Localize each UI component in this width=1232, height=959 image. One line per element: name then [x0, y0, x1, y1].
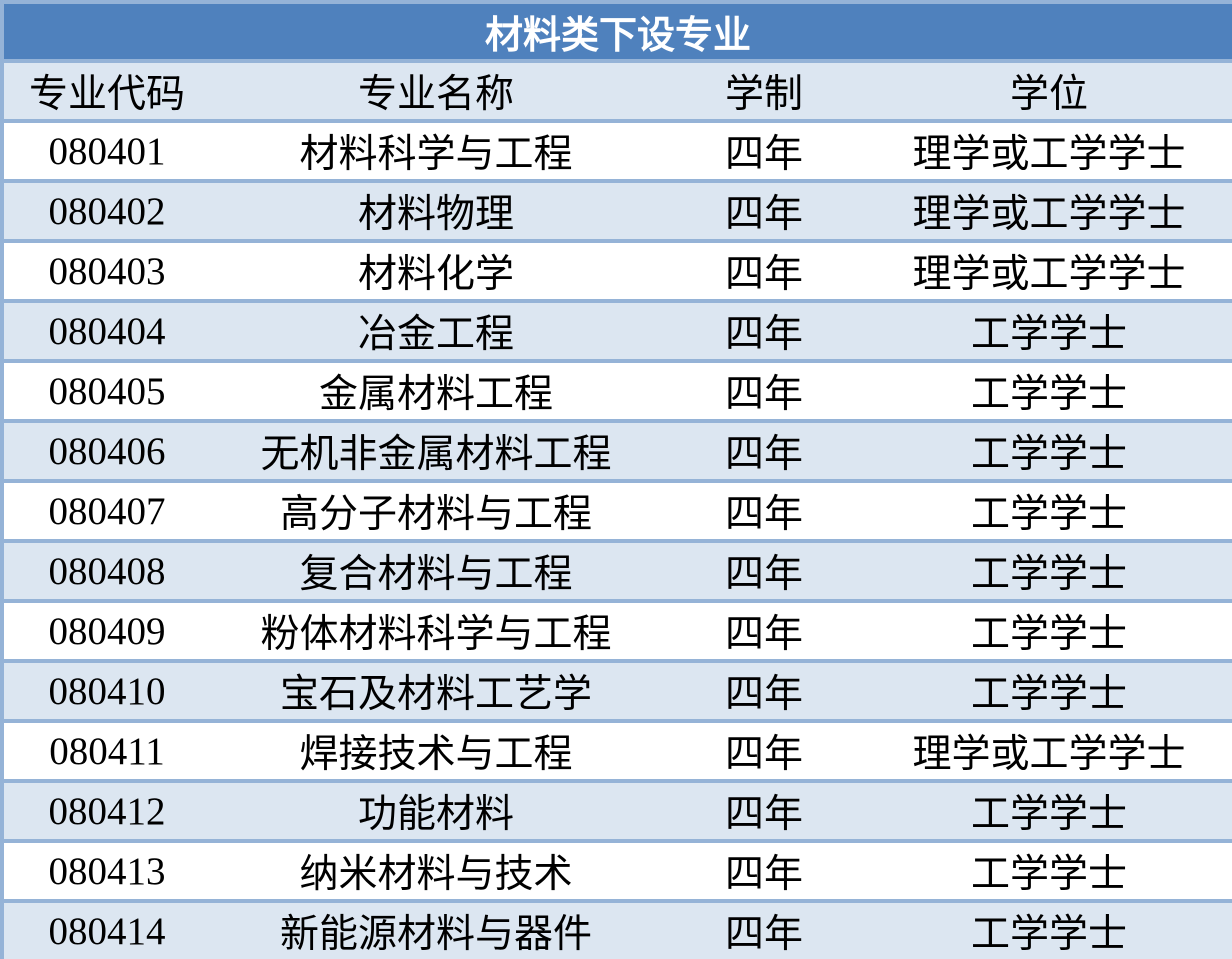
header-degree: 学位 [1009, 73, 1088, 116]
degree: 工学学士 [970, 493, 1127, 536]
table-row: 080405 金属材料工程 四年 工学学士 [4, 363, 1232, 419]
major-name: 高分子材料与工程 [279, 493, 592, 536]
major-code: 080407 [48, 489, 166, 533]
table-row: 080410 宝石及材料工艺学 四年 工学学士 [4, 663, 1232, 719]
table-row: 080407 高分子材料与工程 四年 工学学士 [4, 483, 1232, 539]
major-name: 材料科学与工程 [299, 133, 573, 176]
major-code: 080411 [49, 729, 165, 773]
duration: 四年 [724, 613, 803, 656]
major-name: 功能材料 [357, 793, 514, 836]
degree: 工学学士 [970, 313, 1127, 356]
major-name: 复合材料与工程 [299, 553, 573, 596]
degree: 工学学士 [970, 793, 1127, 836]
major-name: 金属材料工程 [318, 373, 553, 416]
table-title: 材料类下设专业 [4, 4, 1232, 59]
table-row: 080403 材料化学 四年 理学或工学学士 [4, 243, 1232, 299]
major-code: 080410 [48, 669, 166, 713]
duration: 四年 [724, 733, 803, 776]
major-name: 焊接技术与工程 [299, 733, 573, 776]
duration: 四年 [724, 193, 803, 236]
duration: 四年 [724, 433, 803, 476]
header-name: 专业名称 [357, 73, 514, 116]
major-code: 080412 [48, 789, 166, 833]
major-name: 纳米材料与技术 [299, 853, 573, 896]
major-name: 粉体材料科学与工程 [260, 613, 612, 656]
major-code: 080406 [48, 429, 166, 473]
header-code: 专业代码 [28, 73, 185, 116]
duration: 四年 [724, 253, 803, 296]
degree: 理学或工学学士 [912, 193, 1186, 236]
table-row: 080412 功能材料 四年 工学学士 [4, 783, 1232, 839]
major-code: 080405 [48, 369, 166, 413]
degree: 理学或工学学士 [912, 133, 1186, 176]
degree: 工学学士 [970, 373, 1127, 416]
major-code: 080409 [48, 609, 166, 653]
degree: 工学学士 [970, 553, 1127, 596]
header-row: 专业代码 专业名称 学制 学位 [4, 63, 1232, 119]
major-code: 080403 [48, 249, 166, 293]
table-row: 080404 冶金工程 四年 工学学士 [4, 303, 1232, 359]
degree: 工学学士 [970, 433, 1127, 476]
major-name: 材料物理 [357, 193, 514, 236]
duration: 四年 [724, 853, 803, 896]
table-row: 080401 材料科学与工程 四年 理学或工学学士 [4, 123, 1232, 179]
major-name: 宝石及材料工艺学 [279, 673, 592, 716]
duration: 四年 [724, 133, 803, 176]
duration: 四年 [724, 313, 803, 356]
major-code: 080401 [48, 129, 166, 173]
degree: 理学或工学学士 [912, 253, 1186, 296]
degree: 工学学士 [970, 853, 1127, 896]
major-code: 080413 [48, 849, 166, 893]
table-row: 080413 纳米材料与技术 四年 工学学士 [4, 843, 1232, 899]
duration: 四年 [724, 373, 803, 416]
duration: 四年 [724, 793, 803, 836]
major-code: 080402 [48, 189, 166, 233]
duration: 四年 [724, 913, 803, 956]
table-row: 080406 无机非金属材料工程 四年 工学学士 [4, 423, 1232, 479]
majors-table: 材料类下设专业 专业代码 专业名称 学制 学位 080401 材料科学与工程 四年理… [4, 4, 1232, 959]
table-row: 080409 粉体材料科学与工程 四年 工学学士 [4, 603, 1232, 659]
major-code: 080404 [48, 309, 166, 353]
major-name: 新能源材料与器件 [279, 913, 592, 956]
header-duration: 学制 [724, 73, 803, 116]
major-code: 080408 [48, 549, 166, 593]
degree: 工学学士 [970, 913, 1127, 956]
degree: 理学或工学学士 [912, 733, 1186, 776]
table-row: 080411 焊接技术与工程 四年 理学或工学学士 [4, 723, 1232, 779]
table-row: 080414 新能源材料与器件 四年 工学学士 [4, 903, 1232, 959]
degree: 工学学士 [970, 673, 1127, 716]
major-name: 无机非金属材料工程 [260, 433, 612, 476]
degree: 工学学士 [970, 613, 1127, 656]
major-code: 080414 [48, 909, 166, 953]
table-row: 080402 材料物理 四年 理学或工学学士 [4, 183, 1232, 239]
table-row: 080408 复合材料与工程 四年 工学学士 [4, 543, 1232, 599]
duration: 四年 [724, 493, 803, 536]
major-name: 材料化学 [357, 253, 514, 296]
major-name: 冶金工程 [357, 313, 514, 356]
duration: 四年 [724, 673, 803, 716]
duration: 四年 [724, 553, 803, 596]
